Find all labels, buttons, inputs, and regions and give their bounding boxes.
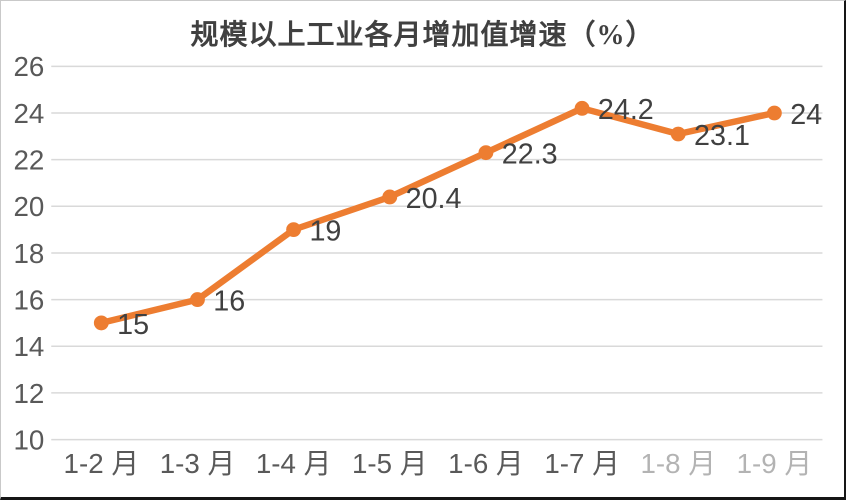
y-axis-tick-label: 22 [13, 145, 44, 176]
data-point-marker [574, 100, 590, 116]
data-point-label: 15 [117, 309, 149, 341]
data-point-label: 22.3 [502, 139, 558, 171]
data-point-marker [766, 105, 782, 121]
x-axis-category-label: 1-4 月 [256, 448, 331, 479]
x-axis-category-label: 1-7 月 [544, 448, 619, 479]
y-axis-tick-label: 10 [13, 424, 44, 455]
y-axis-tick-label: 20 [13, 191, 44, 222]
y-axis-tick-label: 16 [13, 285, 44, 316]
x-axis-category-label: 1-2 月 [64, 448, 139, 479]
y-axis-tick-label: 18 [13, 238, 44, 269]
data-point-marker [286, 222, 302, 238]
y-axis-tick-label: 24 [13, 98, 44, 129]
y-axis-tick-label: 12 [13, 378, 44, 409]
y-axis-tick-label: 26 [13, 51, 44, 82]
data-point-marker [382, 189, 398, 205]
data-point-label: 23.1 [694, 120, 750, 152]
y-axis-tick-label: 14 [13, 331, 44, 362]
data-point-marker [478, 145, 494, 161]
data-point-label: 19 [309, 216, 341, 248]
x-axis-category-label: 1-3 月 [160, 448, 235, 479]
data-point-label: 20.4 [406, 183, 462, 215]
x-axis-category-label: 1-6 月 [448, 448, 523, 479]
x-axis-category-label: 1-5 月 [352, 448, 427, 479]
data-point-label: 16 [213, 285, 245, 317]
chart-title: 规模以上工业各月增加值增速（%） [190, 20, 655, 51]
x-axis-category-label: 1-8 月 [640, 448, 715, 479]
data-point-marker [93, 315, 109, 331]
data-point-label: 24 [790, 99, 822, 131]
x-axis-category-label: 1-9 月 [737, 448, 812, 479]
data-series-line [98, 105, 778, 327]
data-point-marker [190, 292, 205, 308]
data-point-marker [670, 126, 686, 142]
data-point-label: 24.2 [598, 94, 654, 126]
